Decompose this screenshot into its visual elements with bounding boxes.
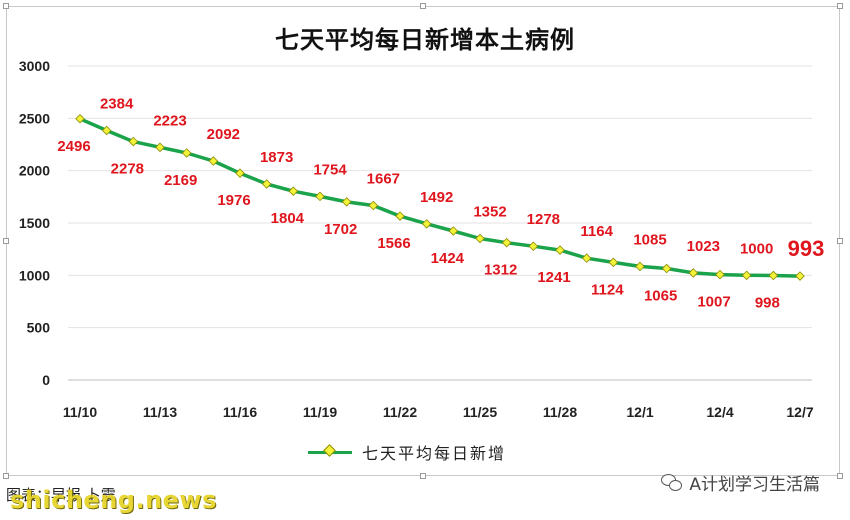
data-point [235, 168, 245, 178]
data-label: 1085 [633, 231, 666, 248]
data-point [475, 233, 485, 244]
data-label: 1241 [537, 269, 570, 286]
watermark-text: A计划学习生活篇 [689, 475, 820, 495]
data-label: 1023 [687, 238, 720, 255]
x-tick-label: 12/1 [626, 404, 653, 420]
data-label: 998 [755, 295, 780, 312]
data-label: 1424 [431, 250, 465, 267]
data-point [181, 148, 192, 158]
x-tick-label: 11/16 [223, 404, 257, 420]
resize-handle-top[interactable] [420, 3, 426, 9]
source-credit: 图表：早报 卜震 [6, 486, 116, 504]
data-label: 1873 [260, 149, 293, 166]
wechat-icon [661, 473, 683, 492]
data-label: 1667 [367, 171, 400, 188]
data-label: 1124 [591, 281, 624, 298]
data-point [501, 237, 512, 248]
line-chart: 0 500 1000 1500 2000 2500 3000 11/10 11/13 11/16 1… [19, 58, 825, 420]
chart-frame [6, 6, 840, 476]
data-label: 2223 [153, 112, 186, 129]
resize-handle-right[interactable] [837, 238, 843, 244]
chart-title: 七天平均每日新增本土病例 [275, 26, 575, 54]
x-tick-label: 11/10 [63, 404, 97, 420]
data-point [528, 241, 539, 252]
resize-handle-bottom-left[interactable] [3, 473, 9, 479]
data-label: 2278 [111, 161, 144, 178]
data-label: 2384 [100, 95, 134, 112]
x-tick-label: 11/25 [463, 404, 497, 420]
data-point [555, 245, 565, 255]
data-point [368, 200, 379, 211]
data-label: 1312 [484, 262, 517, 279]
x-tick-label: 11/28 [543, 404, 577, 420]
data-label: 2496 [57, 138, 90, 155]
data-label: 1278 [527, 211, 560, 228]
data-label: 1976 [217, 192, 250, 209]
resize-handle-bottom[interactable] [420, 473, 426, 479]
x-tick-label: 11/19 [303, 404, 337, 420]
data-label: 2169 [164, 172, 197, 189]
legend-marker [323, 443, 336, 457]
data-point [155, 142, 165, 153]
data-point [448, 226, 459, 236]
data-point [395, 211, 405, 221]
data-label: 1804 [271, 210, 305, 227]
site-logo: shicheng.news [10, 486, 217, 514]
y-tick-label: 1500 [19, 215, 50, 231]
y-tick-label: 0 [42, 372, 50, 388]
x-tick-label: 12/4 [706, 404, 733, 420]
data-point [715, 269, 725, 280]
x-tick-label: 12/7 [786, 404, 813, 420]
data-point [101, 125, 112, 136]
data-point [635, 261, 645, 272]
data-point [261, 179, 272, 189]
data-point [661, 263, 672, 274]
watermark: A计划学习生活篇 [661, 470, 820, 495]
y-tick-label: 1000 [19, 267, 50, 283]
data-point [768, 270, 779, 281]
legend-line-swatch [308, 443, 352, 457]
data-label: 1065 [644, 288, 677, 305]
data-point [288, 186, 299, 196]
data-point [208, 156, 219, 166]
y-tick-label: 2000 [19, 163, 50, 179]
y-tick-label: 3000 [19, 58, 50, 74]
data-point [581, 253, 592, 263]
legend: 七天平均每日新增 [308, 440, 506, 464]
data-label: 1702 [324, 221, 357, 238]
data-point [75, 113, 85, 124]
data-point [608, 257, 619, 268]
data-label: 1007 [697, 294, 730, 311]
data-label: 1164 [580, 223, 613, 240]
data-point [795, 271, 805, 281]
series-line [79, 117, 801, 278]
data-point [741, 270, 752, 281]
data-label: 993 [788, 236, 825, 261]
legend-label: 七天平均每日新增 [362, 444, 507, 463]
data-point [341, 197, 352, 207]
data-label: 1492 [420, 189, 453, 206]
x-tick-label: 11/22 [383, 404, 417, 420]
data-point [128, 136, 139, 147]
resize-handle-top-right[interactable] [837, 3, 843, 9]
resize-handle-top-left[interactable] [3, 3, 9, 9]
data-label: 1000 [740, 240, 773, 257]
data-point [421, 219, 432, 229]
x-tick-label: 11/13 [143, 404, 177, 420]
data-label: 2092 [207, 126, 240, 143]
y-tick-label: 2500 [19, 110, 50, 126]
data-point [688, 268, 699, 278]
y-tick-label: 500 [27, 320, 51, 336]
data-label: 1754 [313, 161, 347, 178]
resize-handle-left[interactable] [3, 238, 9, 244]
data-label: 1566 [377, 235, 410, 252]
data-label: 1352 [473, 203, 506, 220]
resize-handle-bottom-right[interactable] [837, 473, 843, 479]
data-point [315, 191, 325, 202]
